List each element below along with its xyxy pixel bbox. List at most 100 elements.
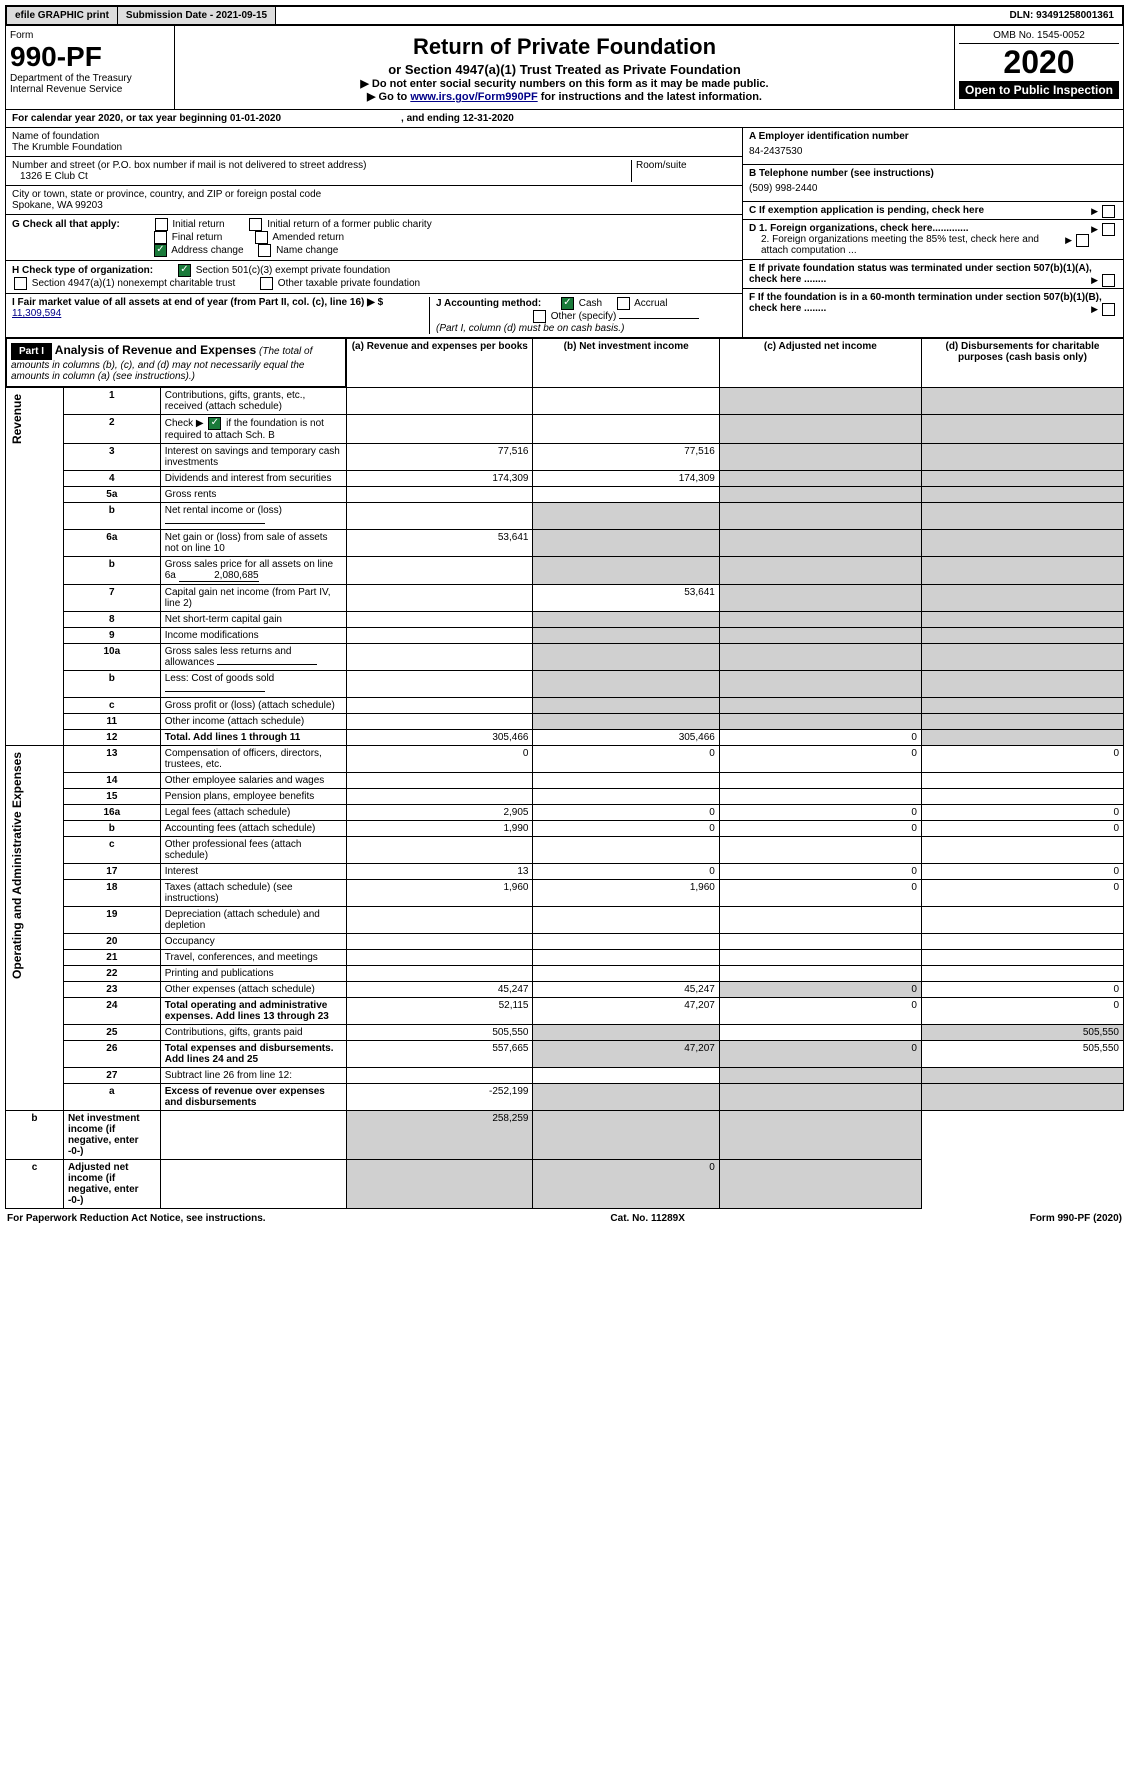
row-num: a [63, 1084, 160, 1111]
row-num: 27 [63, 1068, 160, 1084]
chk-d2[interactable] [1076, 234, 1089, 247]
row-num: c [63, 837, 160, 864]
chk-initial[interactable] [155, 218, 168, 231]
cell-a [160, 1111, 346, 1160]
chk-cash[interactable] [561, 297, 574, 310]
chk-d1[interactable] [1102, 223, 1115, 236]
cell-d [921, 671, 1123, 698]
chk-accrual[interactable] [617, 297, 630, 310]
h-label: H Check type of organization: [12, 265, 153, 276]
cell-a [347, 950, 533, 966]
row-num: b [63, 671, 160, 698]
chk-other-acct[interactable] [533, 310, 546, 323]
cell-a: 2,905 [347, 805, 533, 821]
row-num: b [63, 557, 160, 585]
chk-4947[interactable] [14, 277, 27, 290]
row-desc: Check ▶ if the foundation is not require… [160, 415, 346, 444]
table-row: Operating and Administrative Expenses13C… [6, 746, 1124, 773]
cell-d: 505,550 [921, 1041, 1123, 1068]
row-num: 24 [63, 998, 160, 1025]
cell-d [921, 388, 1123, 415]
cell-c [719, 950, 921, 966]
row-desc: Gross profit or (loss) (attach schedule) [160, 698, 346, 714]
chk-other-tax[interactable] [260, 277, 273, 290]
chk-initial-former[interactable] [249, 218, 262, 231]
footer-right: Form 990-PF (2020) [1030, 1213, 1122, 1224]
cell-c [719, 1025, 921, 1041]
table-row: 2Check ▶ if the foundation is not requir… [6, 415, 1124, 444]
cell-b [533, 628, 719, 644]
table-row: 6aNet gain or (loss) from sale of assets… [6, 530, 1124, 557]
row-desc: Other professional fees (attach schedule… [160, 837, 346, 864]
chk-c[interactable] [1102, 205, 1115, 218]
cell-d [921, 487, 1123, 503]
row-desc: Interest [160, 864, 346, 880]
cell-c: 0 [719, 982, 921, 998]
g-label: G Check all that apply: [12, 219, 120, 230]
cell-a: 53,641 [347, 530, 533, 557]
row-num: 12 [63, 730, 160, 746]
row-num: 3 [63, 444, 160, 471]
chk-schb[interactable] [208, 417, 221, 430]
row-desc: Dividends and interest from securities [160, 471, 346, 487]
cell-c [719, 1068, 921, 1084]
row-num: 21 [63, 950, 160, 966]
chk-final[interactable] [154, 231, 167, 244]
cell-b: 0 [533, 805, 719, 821]
cell-c [719, 444, 921, 471]
table-row: bGross sales price for all assets on lin… [6, 557, 1124, 585]
cell-c [719, 671, 921, 698]
cell-b [533, 773, 719, 789]
cell-a: 505,550 [347, 1025, 533, 1041]
cell-c [719, 415, 921, 444]
row-num: b [6, 1111, 64, 1160]
cell-a [347, 487, 533, 503]
j-label: J Accounting method: [436, 298, 541, 309]
cell-b [533, 1025, 719, 1041]
cell-b [533, 671, 719, 698]
form-subtitle: or Section 4947(a)(1) Trust Treated as P… [181, 62, 948, 77]
cell-a [347, 698, 533, 714]
table-row: 26Total expenses and disbursements. Add … [6, 1041, 1124, 1068]
cell-d [921, 950, 1123, 966]
table-row: 5aGross rents [6, 487, 1124, 503]
dept: Department of the Treasury [10, 73, 170, 84]
ein-label: A Employer identification number [749, 131, 1117, 142]
irs-link[interactable]: www.irs.gov/Form990PF [410, 91, 537, 103]
cell-d: 505,550 [921, 1025, 1123, 1041]
table-row: 14Other employee salaries and wages [6, 773, 1124, 789]
name-label: Name of foundation [12, 131, 736, 142]
cell-b: 0 [533, 821, 719, 837]
efile-print-button[interactable]: efile GRAPHIC print [7, 7, 118, 24]
cell-d [921, 714, 1123, 730]
expenses-label: Operating and Administrative Expenses [10, 748, 34, 983]
row-num: 9 [63, 628, 160, 644]
row-desc: Depreciation (attach schedule) and deple… [160, 907, 346, 934]
chk-amended[interactable] [255, 231, 268, 244]
cell-a: -252,199 [347, 1084, 533, 1111]
j-note: (Part I, column (d) must be on cash basi… [436, 323, 624, 334]
irs: Internal Revenue Service [10, 84, 170, 95]
cell-d: 0 [921, 746, 1123, 773]
cell-a: 1,960 [347, 880, 533, 907]
cell-d: 0 [921, 805, 1123, 821]
chk-addrchg[interactable] [154, 244, 167, 257]
form-number: 990-PF [10, 41, 170, 73]
cell-d [719, 1160, 921, 1209]
table-row: 27Subtract line 26 from line 12: [6, 1068, 1124, 1084]
chk-namechg[interactable] [258, 244, 271, 257]
chk-f[interactable] [1102, 303, 1115, 316]
row-desc: Occupancy [160, 934, 346, 950]
table-row: cAdjusted net income (if negative, enter… [6, 1160, 1124, 1209]
f-label: F If the foundation is in a 60-month ter… [749, 292, 1102, 314]
chk-501c3[interactable] [178, 264, 191, 277]
row-desc: Pension plans, employee benefits [160, 789, 346, 805]
row-num: 8 [63, 612, 160, 628]
cell-a [347, 773, 533, 789]
row-num: 14 [63, 773, 160, 789]
cell-d [921, 471, 1123, 487]
i-label: I Fair market value of all assets at end… [12, 297, 383, 308]
row-desc: Less: Cost of goods sold [160, 671, 346, 698]
cell-a [347, 557, 533, 585]
chk-e[interactable] [1102, 274, 1115, 287]
